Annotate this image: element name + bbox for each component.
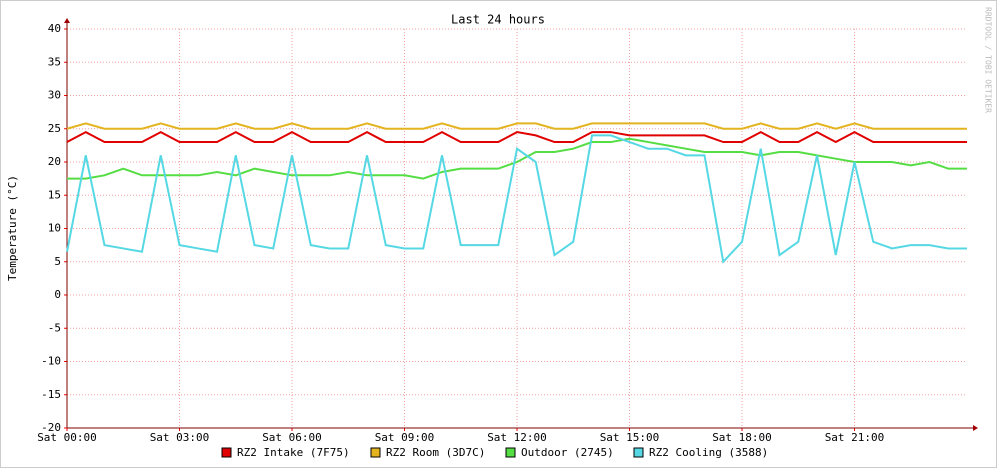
legend-swatch [221, 447, 232, 458]
x-tick-label: Sat 00:00 [37, 431, 97, 444]
legend-label: RZ2 Room (3D7C) [386, 446, 485, 459]
y-tick-label: 20 [48, 155, 61, 168]
y-tick-label: 40 [48, 22, 61, 35]
y-tick-label: -10 [41, 355, 61, 368]
x-tick-label: Sat 06:00 [262, 431, 322, 444]
y-axis-label: Temperature (°C) [6, 175, 19, 281]
legend-swatch [633, 447, 644, 458]
x-tick-label: Sat 15:00 [600, 431, 660, 444]
series-line [66, 122, 967, 130]
legend-label: RZ2 Intake (7F75) [237, 446, 350, 459]
y-tick-label: 35 [48, 55, 61, 68]
x-tick-label: Sat 09:00 [375, 431, 435, 444]
x-tick-label: Sat 03:00 [150, 431, 210, 444]
legend-swatch [370, 447, 381, 458]
y-tick-label: 5 [54, 255, 61, 268]
chart-title: Last 24 hours [451, 13, 545, 27]
y-tick-label: 15 [48, 188, 61, 201]
x-axis-arrow [973, 425, 978, 431]
watermark: RRDTOOL / TOBI OETIKER [984, 7, 993, 113]
y-tick-label: -20 [41, 421, 61, 434]
series-line [66, 130, 967, 144]
series-line [66, 134, 967, 264]
x-tick-label: Sat 12:00 [487, 431, 547, 444]
x-tick-label: Sat 18:00 [712, 431, 772, 444]
legend-swatch [505, 447, 516, 458]
legend-label: Outdoor (2745) [521, 446, 614, 459]
y-tick-label: 10 [48, 222, 61, 235]
y-tick-label: -5 [48, 321, 61, 334]
y-tick-label: 25 [48, 122, 61, 135]
y-axis-arrow [64, 18, 70, 23]
legend-label: RZ2 Cooling (3588) [649, 446, 768, 459]
x-tick-label: Sat 21:00 [825, 431, 885, 444]
y-tick-label: 30 [48, 89, 61, 102]
y-tick-label: 0 [54, 288, 61, 301]
y-tick-label: -15 [41, 388, 61, 401]
